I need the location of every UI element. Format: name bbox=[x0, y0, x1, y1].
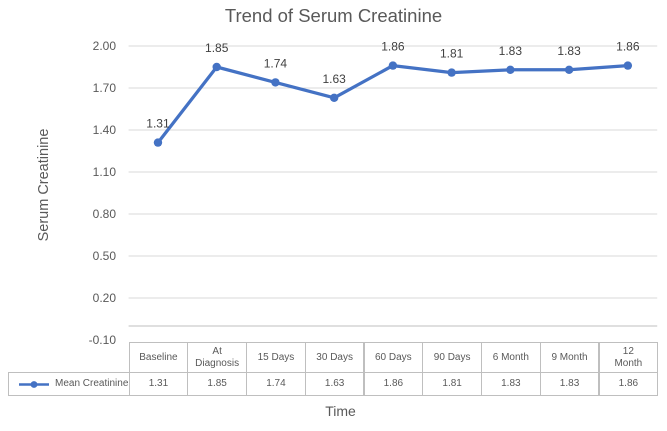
data-point-marker bbox=[212, 62, 221, 72]
table-value-cell: 1.86 bbox=[598, 372, 659, 396]
table-header-cell: 12 Month bbox=[598, 342, 659, 373]
data-point-label: 1.83 bbox=[557, 44, 581, 58]
table-value-cell: 1.63 bbox=[304, 372, 365, 396]
table-value-cell: 1.83 bbox=[481, 372, 541, 396]
y-tick-label: 1.40 bbox=[93, 123, 117, 137]
data-point-marker bbox=[153, 138, 163, 147]
data-point-label: 1.86 bbox=[616, 40, 640, 54]
table-value-cell: 1.81 bbox=[422, 372, 482, 396]
table-header-cell: 60 Days bbox=[363, 342, 424, 373]
table-value-cell: 1.83 bbox=[539, 372, 600, 396]
table-header-cell: 6 Month bbox=[481, 342, 541, 373]
table-header-cell: Baseline bbox=[128, 342, 189, 373]
table-header-cell: 30 Days bbox=[304, 342, 365, 373]
data-point-marker bbox=[271, 78, 280, 87]
table-value-cell: 1.86 bbox=[363, 372, 424, 396]
table-header-cell: At Diagnosis bbox=[187, 342, 247, 373]
y-tick-label: 1.70 bbox=[93, 81, 117, 95]
legend-cell: Mean Creatinine bbox=[8, 372, 130, 396]
data-point-marker bbox=[506, 65, 515, 75]
y-tick-label: 0.20 bbox=[93, 291, 117, 305]
data-point-label: 1.31 bbox=[146, 117, 170, 131]
y-tick-label: 1.10 bbox=[93, 165, 117, 179]
data-point-label: 1.74 bbox=[264, 56, 288, 70]
table-header-cell: 90 Days bbox=[422, 342, 482, 373]
data-point-marker bbox=[564, 65, 574, 75]
y-tick-label: -0.10 bbox=[89, 333, 117, 347]
y-tick-label: 0.80 bbox=[93, 207, 117, 221]
table-header-cell: 9 Month bbox=[539, 342, 600, 373]
table-value-cell: 1.85 bbox=[187, 372, 247, 396]
x-axis-title: Time bbox=[325, 403, 356, 419]
data-point-marker bbox=[623, 61, 633, 70]
data-point-marker bbox=[447, 68, 456, 77]
data-point-marker bbox=[388, 61, 398, 70]
table-value-cell: 1.31 bbox=[128, 372, 189, 396]
table-header-cell: 15 Days bbox=[246, 342, 306, 373]
data-point-label: 1.81 bbox=[440, 47, 464, 61]
data-point-label: 1.83 bbox=[499, 44, 523, 58]
table-value-cell: 1.74 bbox=[246, 372, 306, 396]
series-marker-icon bbox=[19, 380, 49, 388]
data-point-label: 1.85 bbox=[205, 41, 229, 55]
y-tick-label: 0.50 bbox=[93, 249, 117, 263]
y-tick-label: 2.00 bbox=[93, 39, 117, 53]
chart-title: Trend of Serum Creatinine bbox=[224, 5, 443, 26]
data-point-label: 1.86 bbox=[381, 40, 405, 54]
data-point-label: 1.63 bbox=[322, 72, 346, 86]
data-point-marker bbox=[329, 93, 339, 103]
legend-label: Mean Creatinine bbox=[55, 378, 129, 389]
